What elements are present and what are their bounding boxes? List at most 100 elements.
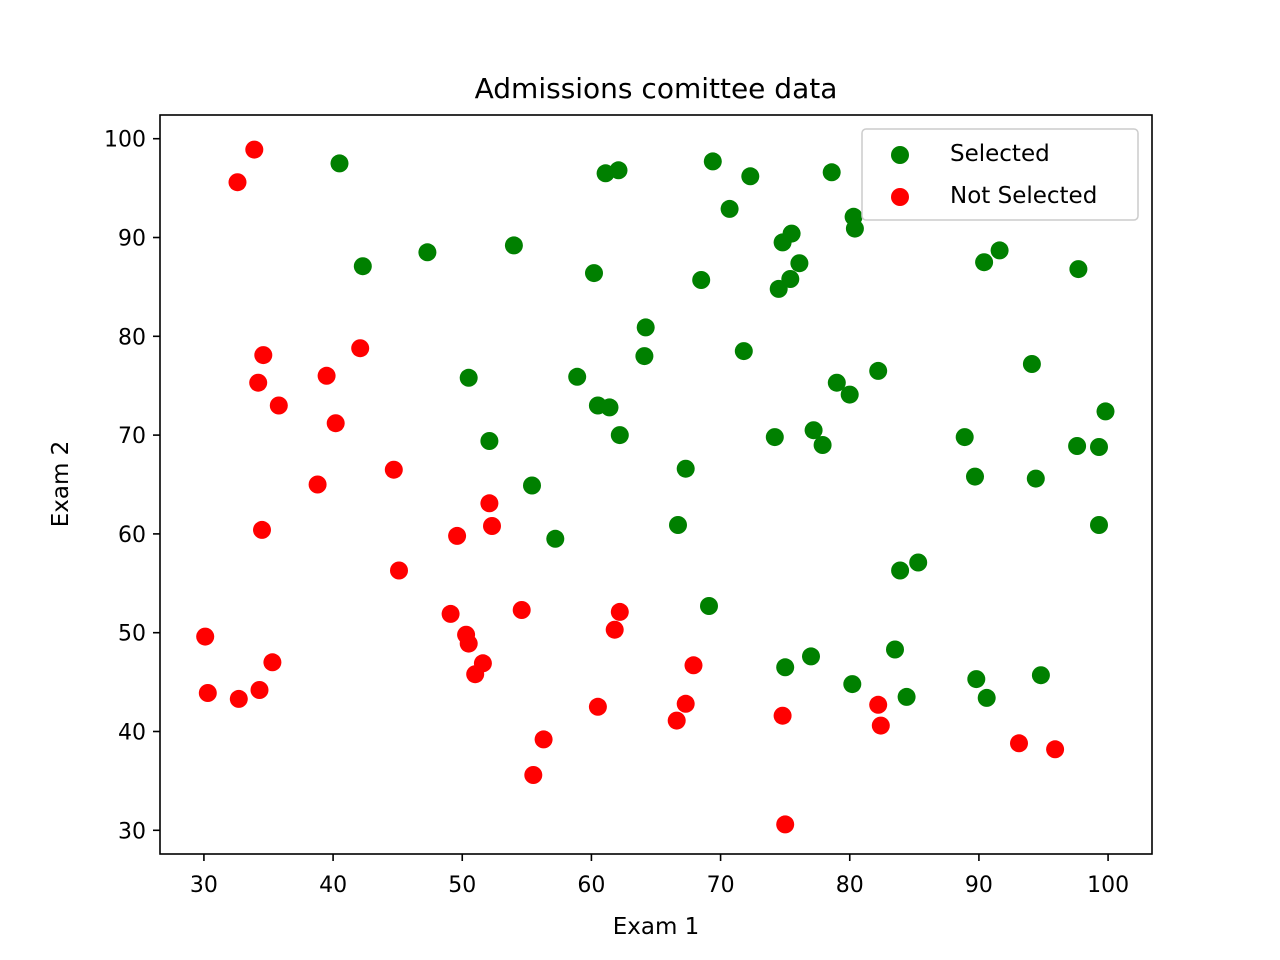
data-point	[669, 516, 687, 534]
data-point	[676, 459, 695, 478]
x-tick-label: 80	[836, 873, 864, 898]
data-point	[610, 602, 629, 621]
data-point	[483, 517, 501, 535]
data-point	[317, 366, 336, 385]
data-point	[635, 347, 654, 366]
data-point	[600, 398, 619, 417]
data-point	[813, 436, 832, 454]
data-point	[1096, 402, 1115, 421]
data-point	[977, 688, 996, 707]
data-point	[263, 653, 282, 672]
data-point	[308, 475, 327, 494]
chart-title: Admissions comittee data	[475, 72, 838, 105]
x-tick-label: 50	[448, 873, 476, 898]
data-point	[782, 224, 801, 243]
data-point	[504, 236, 523, 255]
legend-box	[861, 128, 1139, 221]
data-point	[228, 173, 247, 192]
data-point	[967, 670, 986, 689]
data-point	[229, 689, 248, 708]
data-point	[353, 257, 372, 276]
data-point	[330, 154, 349, 173]
data-point	[827, 373, 846, 392]
data-point	[390, 561, 408, 580]
data-point	[253, 520, 271, 539]
legend: Selected Not Selected	[861, 128, 1139, 221]
data-point	[636, 318, 655, 337]
data-point	[804, 421, 823, 440]
data-point	[869, 361, 888, 380]
data-point	[840, 385, 859, 404]
data-point	[845, 219, 864, 238]
data-point	[1022, 355, 1041, 373]
data-point	[448, 526, 467, 545]
legend-marker-selected	[891, 146, 909, 164]
x-tick-label: 60	[577, 873, 605, 898]
data-point	[1069, 260, 1088, 279]
data-point	[667, 711, 686, 730]
data-point	[326, 414, 345, 433]
data-point	[909, 553, 928, 572]
data-point	[734, 342, 753, 361]
data-point	[1090, 438, 1108, 456]
data-point	[512, 601, 531, 619]
data-point	[684, 656, 703, 675]
data-point	[534, 730, 553, 749]
data-points-layer	[196, 140, 1115, 834]
x-tick-label: 40	[319, 873, 347, 898]
data-point	[897, 687, 916, 706]
data-point	[605, 620, 624, 639]
data-point	[249, 373, 268, 392]
y-tick-label: 60	[118, 523, 146, 548]
series-not-selected	[196, 140, 1065, 834]
data-point	[198, 684, 217, 702]
data-point	[441, 604, 460, 623]
data-point	[975, 253, 994, 272]
data-point	[196, 627, 215, 646]
y-tick-label: 40	[118, 720, 146, 745]
data-point	[459, 368, 478, 387]
data-point	[776, 658, 795, 677]
data-point	[480, 432, 499, 450]
data-point	[802, 647, 820, 666]
series-selected	[330, 152, 1115, 707]
data-point	[524, 766, 543, 784]
data-point	[610, 426, 629, 445]
y-tick-label: 30	[118, 819, 146, 844]
data-point	[269, 396, 288, 415]
x-tick-label: 70	[707, 873, 735, 898]
data-point	[523, 476, 541, 495]
data-point	[703, 152, 722, 171]
data-point	[891, 561, 910, 580]
data-point	[546, 529, 565, 548]
data-point	[1068, 437, 1087, 455]
data-point	[1010, 734, 1028, 753]
data-point	[245, 140, 264, 159]
plot-frame	[159, 114, 1153, 855]
data-point	[473, 654, 492, 673]
data-point	[741, 167, 760, 186]
data-point	[459, 634, 478, 653]
data-point	[765, 428, 784, 447]
data-point	[480, 494, 499, 513]
x-axis-label: Exam 1	[613, 914, 700, 940]
data-point	[1046, 740, 1065, 759]
data-point	[676, 694, 695, 713]
legend-label-selected: Selected	[950, 141, 1050, 167]
data-point	[720, 199, 739, 218]
data-point	[776, 815, 795, 834]
data-point	[869, 695, 888, 714]
x-tick-label: 30	[190, 873, 218, 898]
data-point	[700, 597, 718, 615]
data-point	[609, 161, 628, 180]
y-axis-ticks: 30 40 50 60 70 80 90 100	[104, 128, 160, 844]
data-point	[843, 675, 862, 694]
data-point	[966, 467, 984, 486]
x-tick-label: 100	[1087, 873, 1129, 898]
data-point	[822, 163, 841, 182]
x-tick-label: 90	[965, 873, 993, 898]
data-point	[871, 716, 890, 735]
data-point	[773, 706, 792, 725]
data-point	[1090, 516, 1108, 534]
